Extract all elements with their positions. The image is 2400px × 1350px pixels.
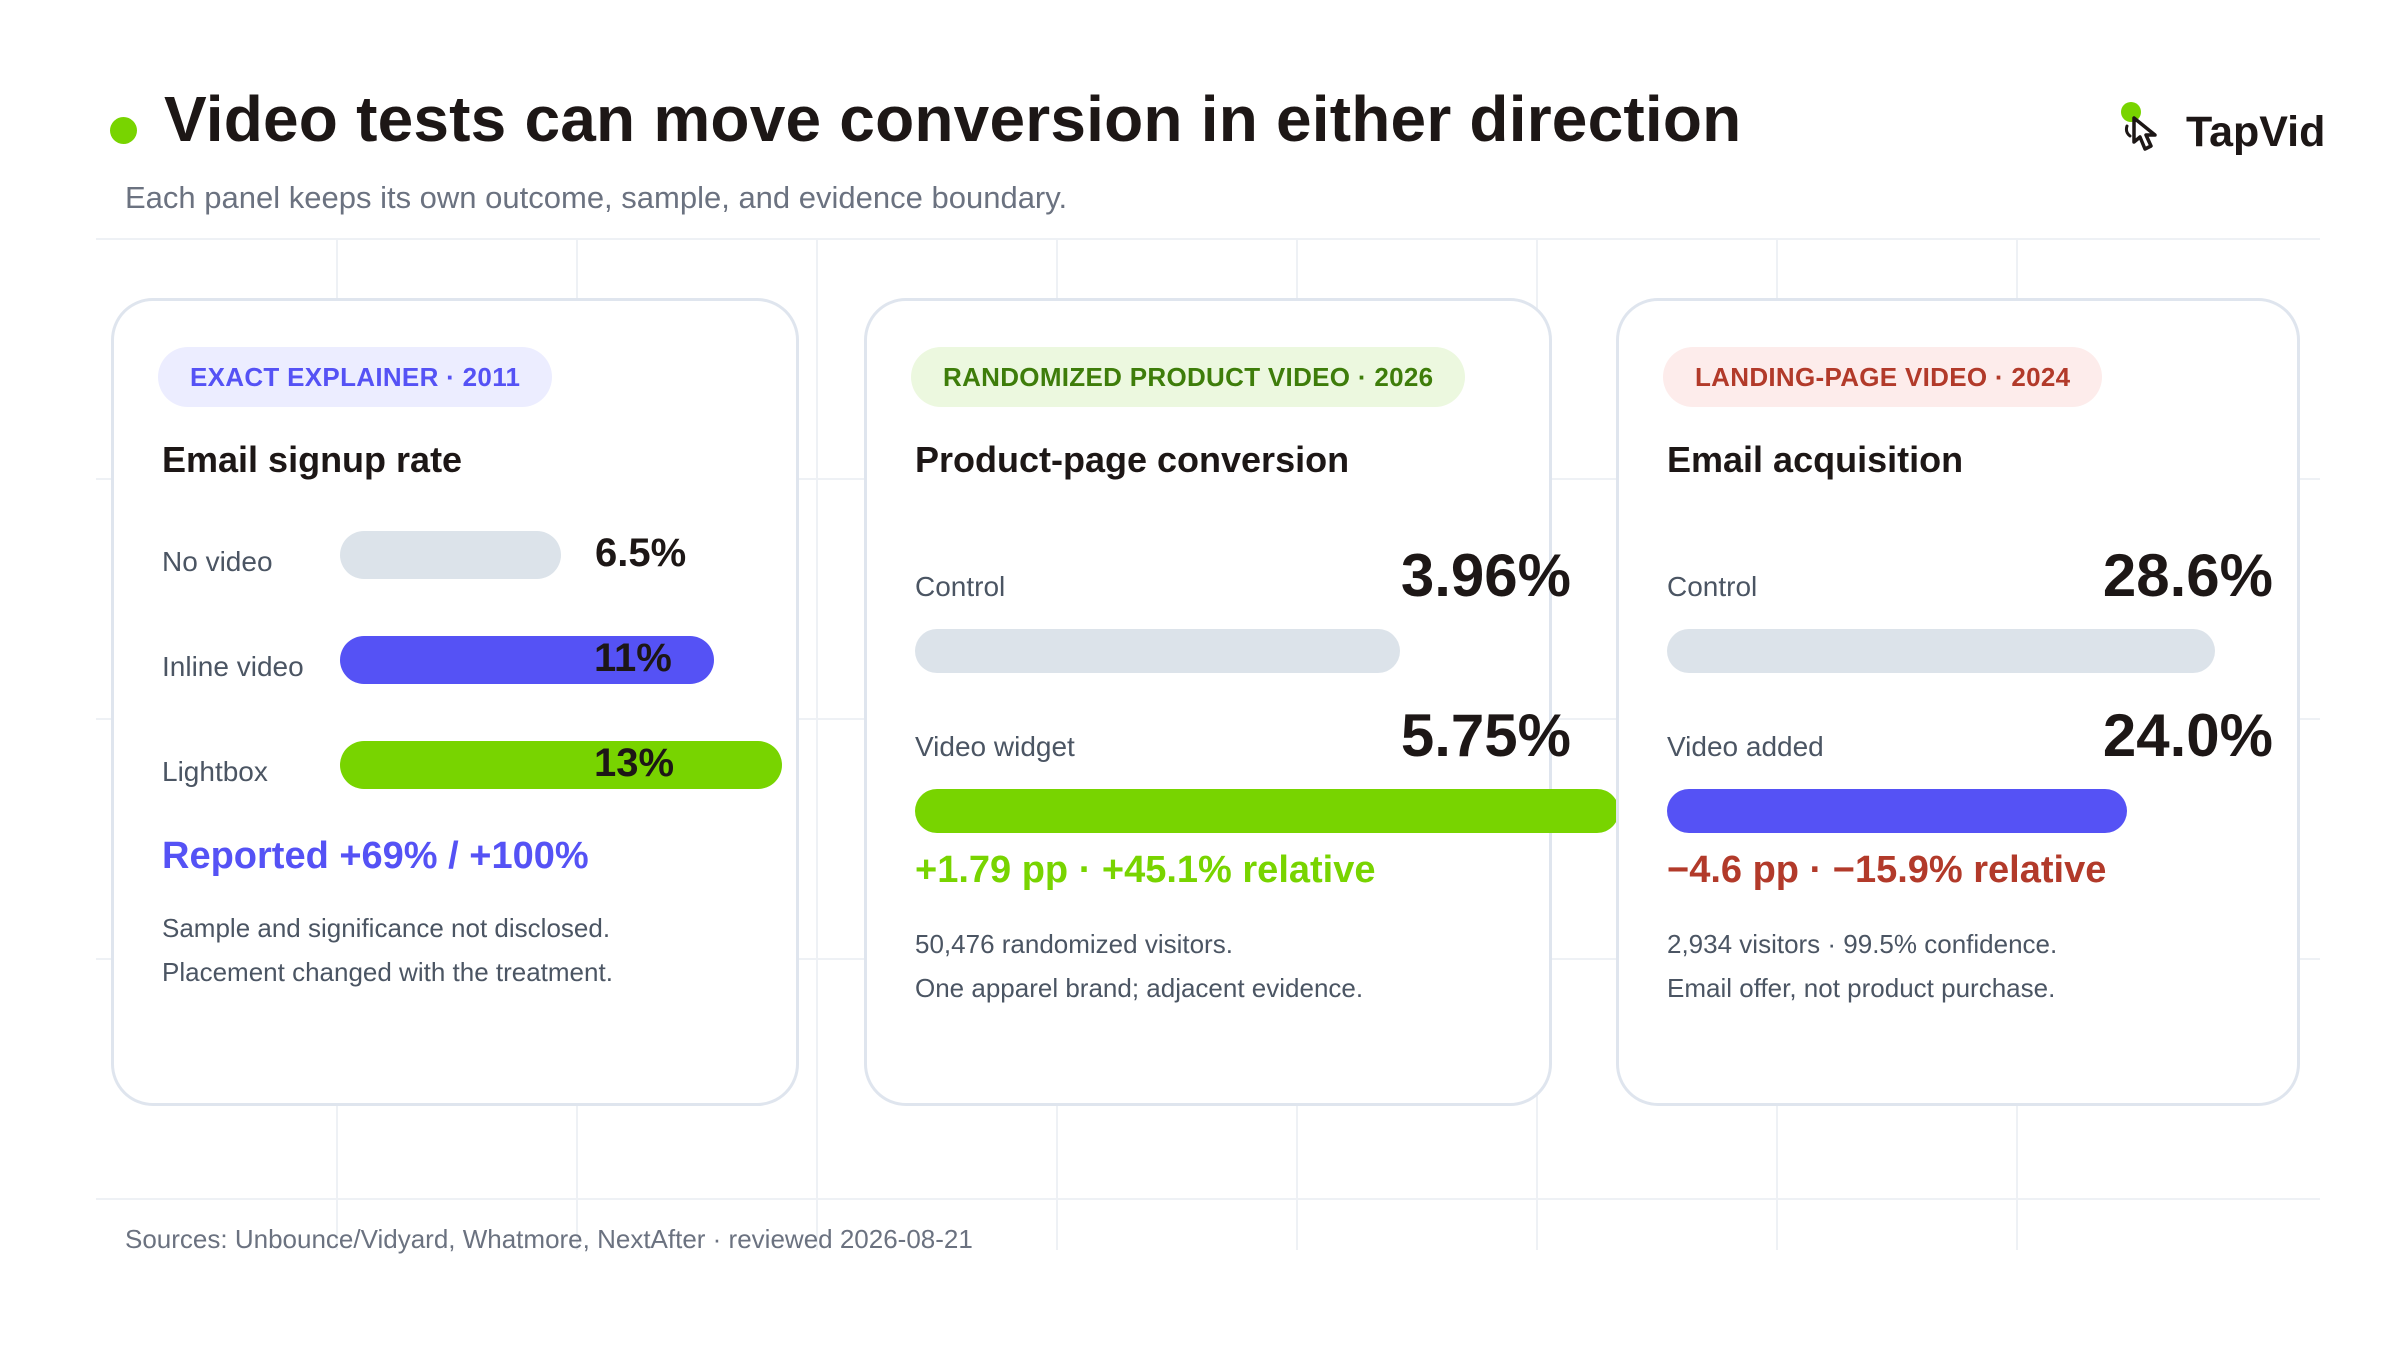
- title-bullet-dot: [110, 117, 137, 144]
- panel-headline: −4.6 pp · −15.9% relative: [1667, 849, 2107, 891]
- bar-video-widget: [915, 789, 1619, 833]
- category-label-control: Control: [1667, 571, 1758, 602]
- category-label-lightbox: Lightbox: [162, 756, 268, 787]
- bar-control: [915, 629, 1400, 673]
- panel-tag-year: 2024: [2011, 362, 2071, 392]
- page-subtitle: Each panel keeps its own outcome, sample…: [125, 180, 1068, 215]
- category-label-control: Control: [915, 571, 1006, 602]
- bar-no-video: [340, 531, 561, 579]
- panel-tag-year: 2026: [1374, 362, 1434, 392]
- panel-tag-label: LANDING-PAGE VIDEO: [1695, 362, 1988, 392]
- panel-tag-year: 2011: [462, 362, 521, 392]
- bar-control: [1667, 629, 2215, 673]
- value-label-inline-video: 11%: [594, 636, 672, 680]
- logo-wordmark: TapVid: [2186, 108, 2326, 156]
- bar-lightbox: [340, 741, 782, 789]
- panel-note-1: 50,476 randomized visitors.: [915, 929, 1233, 959]
- panel-note-1: Sample and significance not disclosed.: [162, 913, 611, 943]
- panel-tag: EXACT EXPLAINER · 2011: [158, 347, 553, 407]
- panel-email-acquisition: LANDING-PAGE VIDEO · 2024 Email acquisit…: [1616, 298, 2300, 1106]
- page-title: Video tests can move conversion in eithe…: [164, 83, 1742, 155]
- pointer-hand-icon: [2121, 102, 2157, 151]
- bar-video-added: [1667, 789, 2127, 833]
- panel-tag: RANDOMIZED PRODUCT VIDEO · 2026: [911, 347, 1466, 407]
- panel-note-2: One apparel brand; adjacent evidence.: [915, 973, 1364, 1003]
- value-label-no-video: 6.5%: [595, 531, 687, 575]
- category-label-inline-video: Inline video: [162, 651, 304, 682]
- panel-note-1: 2,934 visitors · 99.5% confidence.: [1667, 929, 2058, 959]
- category-label-video-added: Video added: [1667, 731, 1824, 762]
- panel-email-signup: EXACT EXPLAINER · 2011 Email signup rate…: [111, 298, 799, 1106]
- panel-note-2: Email offer, not product purchase.: [1667, 973, 2056, 1003]
- panel-metric-title: Email acquisition: [1667, 439, 1964, 480]
- panel-tag-label: RANDOMIZED PRODUCT VIDEO: [943, 362, 1351, 392]
- value-label-control: 3.96%: [1400, 542, 1571, 609]
- panel-headline: +1.79 pp · +45.1% relative: [915, 849, 1376, 891]
- panel-product-conversion: RANDOMIZED PRODUCT VIDEO · 2026 Product-…: [864, 298, 1619, 1106]
- value-label-video-added: 24.0%: [2102, 702, 2273, 769]
- value-label-control: 28.6%: [2102, 542, 2273, 609]
- value-label-lightbox: 13%: [594, 741, 675, 785]
- bar-inline-video: [340, 636, 714, 684]
- tapvid-logo[interactable]: TapVid: [2118, 98, 2328, 168]
- sources-footer: Sources: Unbounce/Vidyard, Whatmore, Nex…: [125, 1224, 973, 1254]
- value-label-video-widget: 5.75%: [1400, 702, 1571, 769]
- panel-metric-title: Email signup rate: [162, 439, 463, 480]
- panel-note-2: Placement changed with the treatment.: [162, 957, 613, 987]
- category-label-no-video: No video: [162, 546, 273, 577]
- panel-headline: Reported +69% / +100%: [162, 835, 589, 877]
- panel-tag: LANDING-PAGE VIDEO · 2024: [1663, 347, 2103, 407]
- panel-metric-title: Product-page conversion: [915, 439, 1350, 480]
- category-label-video-widget: Video widget: [915, 731, 1075, 762]
- panel-tag-label: EXACT EXPLAINER: [190, 362, 439, 392]
